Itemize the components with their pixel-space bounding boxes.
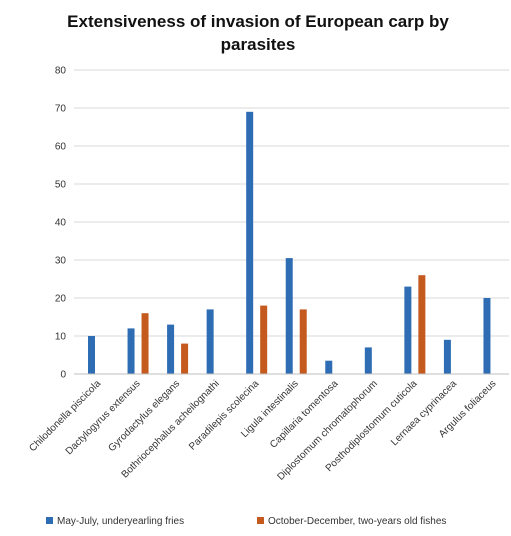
y-tick-label: 10: [55, 332, 67, 343]
legend-label-series-2: October-December, two-years old fishes: [268, 516, 446, 527]
y-tick-label: 70: [55, 104, 67, 115]
bar-series-1: [207, 309, 214, 374]
bar-series-1: [246, 112, 253, 374]
y-tick-label: 50: [55, 180, 67, 191]
y-axis-tick-labels: 0 10 20 30 40 50 60 70 80: [55, 66, 67, 381]
legend: May-July, underyearling fries October-De…: [46, 516, 446, 527]
bar-series-1: [404, 287, 411, 374]
chart-title-line-2: parasites: [221, 35, 296, 54]
legend-label-series-1: May-July, underyearling fries: [57, 516, 184, 527]
bar-series-2: [260, 306, 267, 374]
bar-series-2: [142, 313, 149, 374]
bar-series-1: [325, 361, 332, 374]
bar-series-1: [88, 336, 95, 374]
legend-swatch-series-2: [257, 517, 264, 524]
x-category-label: Chilodonella piscicola: [27, 378, 103, 454]
bar-series-1: [286, 258, 293, 374]
chart-title-line-1: Extensiveness of invasion of European ca…: [67, 12, 449, 31]
bar-series-1: [128, 328, 135, 374]
bar-series-1: [444, 340, 451, 374]
bar-series-2: [181, 344, 188, 374]
x-category-label: Lernaea cyprinacea: [389, 378, 459, 448]
x-category-label: Capillaria tomentosa: [268, 378, 341, 451]
x-category-label: Paradilepis scolecina: [187, 378, 262, 453]
bar-series-1: [365, 347, 372, 374]
y-tick-label: 30: [55, 256, 67, 267]
y-tick-label: 0: [60, 370, 66, 381]
y-tick-label: 80: [55, 66, 67, 77]
x-category-label: Gyrodactylus elegans: [106, 378, 182, 454]
x-category-label: Dactylogyrus extensus: [64, 378, 143, 457]
bar-series-2: [418, 275, 425, 374]
y-tick-label: 20: [55, 294, 67, 305]
bar-series-1: [483, 298, 490, 374]
bar-series-1: [167, 325, 174, 374]
bar-series-2: [300, 309, 307, 374]
legend-swatch-series-1: [46, 517, 53, 524]
y-tick-label: 40: [55, 218, 67, 229]
bars: [88, 112, 490, 374]
y-tick-label: 60: [55, 142, 67, 153]
